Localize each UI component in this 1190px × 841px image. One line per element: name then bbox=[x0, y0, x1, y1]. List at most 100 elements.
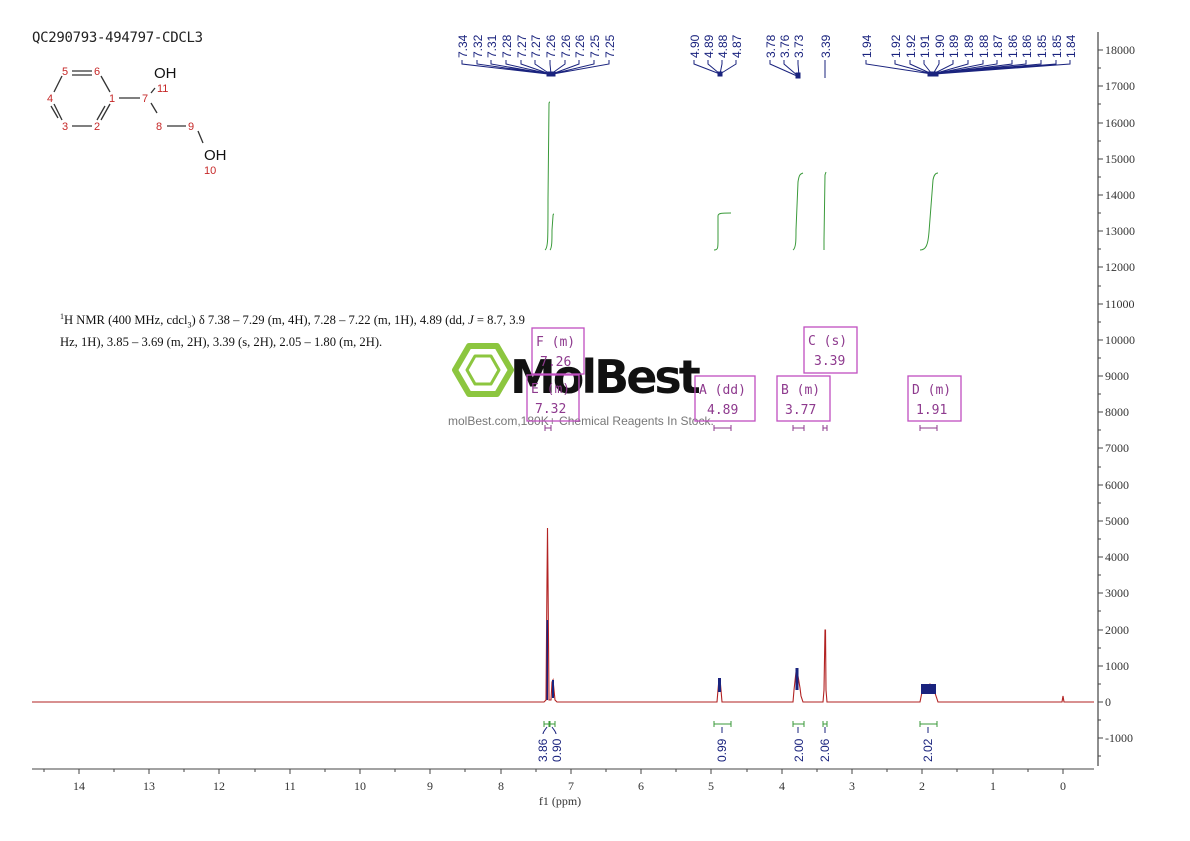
svg-text:0.90: 0.90 bbox=[550, 738, 564, 762]
svg-text:0: 0 bbox=[1105, 695, 1111, 709]
svg-text:3.73: 3.73 bbox=[792, 34, 806, 58]
svg-text:3000: 3000 bbox=[1105, 586, 1129, 600]
svg-text:7.26: 7.26 bbox=[573, 34, 587, 58]
nmr-desc-sup: 1 bbox=[60, 312, 64, 321]
svg-text:1.91: 1.91 bbox=[916, 403, 947, 418]
svg-text:12: 12 bbox=[213, 779, 225, 793]
svg-text:2: 2 bbox=[919, 779, 925, 793]
svg-text:1.89: 1.89 bbox=[962, 34, 976, 58]
svg-text:17000: 17000 bbox=[1105, 79, 1135, 93]
svg-text:18000: 18000 bbox=[1105, 43, 1135, 57]
svg-text:4000: 4000 bbox=[1105, 550, 1129, 564]
svg-text:12000: 12000 bbox=[1105, 260, 1135, 274]
svg-text:1.87: 1.87 bbox=[991, 34, 1005, 58]
peak-label-texts: 7.34 7.32 7.31 7.28 7.27 7.27 7.26 7.26 … bbox=[456, 34, 1078, 58]
svg-text:9: 9 bbox=[188, 121, 194, 133]
sample-id: QC290793-494797-CDCL3 bbox=[32, 30, 203, 46]
svg-text:1: 1 bbox=[990, 779, 996, 793]
svg-text:A (dd): A (dd) bbox=[699, 383, 746, 398]
svg-text:3: 3 bbox=[62, 121, 68, 133]
y-axis: 18000 17000 16000 15000 14000 13000 1200… bbox=[1097, 32, 1135, 766]
svg-text:B (m): B (m) bbox=[781, 383, 820, 398]
watermark-tagline: molBest.com,180K+ Chemical Reagents In S… bbox=[448, 414, 714, 428]
svg-text:1: 1 bbox=[109, 93, 115, 105]
svg-text:4: 4 bbox=[779, 779, 785, 793]
svg-text:9: 9 bbox=[427, 779, 433, 793]
svg-text:14: 14 bbox=[73, 779, 85, 793]
molbest-logo-icon bbox=[452, 343, 514, 397]
spectrum-trace bbox=[32, 527, 1094, 703]
svg-text:OH: OH bbox=[154, 65, 177, 82]
svg-text:2000: 2000 bbox=[1105, 623, 1129, 637]
svg-text:11: 11 bbox=[284, 779, 296, 793]
svg-text:D (m): D (m) bbox=[912, 383, 951, 398]
svg-text:7.32: 7.32 bbox=[535, 402, 566, 417]
multiplet-boxes: F (m) 7.26 E (m) 7.32 A (dd) 4.89 C (s) … bbox=[526, 326, 962, 431]
svg-text:1.85: 1.85 bbox=[1050, 34, 1064, 58]
svg-text:3: 3 bbox=[849, 779, 855, 793]
svg-text:1.91: 1.91 bbox=[918, 34, 932, 58]
svg-text:0.99: 0.99 bbox=[715, 738, 729, 762]
multiplet-E: E (m) 7.32 bbox=[526, 374, 580, 422]
svg-text:1.86: 1.86 bbox=[1006, 34, 1020, 58]
svg-text:3.78: 3.78 bbox=[764, 34, 778, 58]
svg-text:6000: 6000 bbox=[1105, 478, 1129, 492]
nmr-desc-line1-rest: ) δ 7.38 – 7.29 (m, 4H), 7.28 – 7.22 (m,… bbox=[191, 313, 469, 328]
multiplet-D: D (m) 1.91 bbox=[907, 375, 962, 422]
svg-text:3.76: 3.76 bbox=[778, 34, 792, 58]
integration-values: 3.86 0.90 0.99 2.00 2.06 2.02 bbox=[536, 738, 935, 762]
svg-text:8000: 8000 bbox=[1105, 405, 1129, 419]
svg-text:1.89: 1.89 bbox=[947, 34, 961, 58]
svg-text:2: 2 bbox=[94, 121, 100, 133]
svg-text:7.32: 7.32 bbox=[471, 34, 485, 58]
peak-labels bbox=[461, 60, 1071, 79]
multiplet-B: B (m) 3.77 bbox=[776, 375, 831, 422]
svg-text:4.89: 4.89 bbox=[702, 34, 716, 58]
svg-text:7.26: 7.26 bbox=[559, 34, 573, 58]
nmr-desc-sub: 3 bbox=[187, 320, 192, 330]
svg-text:7.31: 7.31 bbox=[485, 34, 499, 58]
multiplet-F: F (m) 7.26 bbox=[531, 327, 585, 375]
svg-text:3.77: 3.77 bbox=[785, 403, 816, 418]
svg-text:E (m): E (m) bbox=[531, 382, 570, 397]
svg-text:1000: 1000 bbox=[1105, 659, 1129, 673]
svg-text:1.94: 1.94 bbox=[860, 34, 874, 58]
integration-bars bbox=[543, 721, 938, 727]
svg-text:2.06: 2.06 bbox=[818, 738, 832, 762]
nmr-desc-line1: H NMR (400 MHz, cdcl bbox=[64, 313, 188, 328]
svg-text:9000: 9000 bbox=[1105, 369, 1129, 383]
svg-text:7.26: 7.26 bbox=[540, 355, 571, 370]
multiplet-A: A (dd) 4.89 bbox=[694, 375, 756, 422]
svg-text:1.92: 1.92 bbox=[904, 34, 918, 58]
watermark-brand: MolBest bbox=[510, 350, 700, 404]
nmr-desc-line1-end: = 8.7, 3.9 bbox=[473, 313, 525, 328]
nmr-description: 1H NMR (400 MHz, cdcl3) δ 7.38 – 7.29 (m… bbox=[60, 308, 620, 351]
svg-text:5000: 5000 bbox=[1105, 514, 1129, 528]
svg-text:1.86: 1.86 bbox=[1020, 34, 1034, 58]
svg-text:11000: 11000 bbox=[1105, 297, 1135, 311]
svg-text:7.26: 7.26 bbox=[544, 34, 558, 58]
svg-text:7.28: 7.28 bbox=[500, 34, 514, 58]
svg-text:7.25: 7.25 bbox=[603, 34, 617, 58]
svg-text:F (m): F (m) bbox=[536, 335, 575, 350]
integration-connectors bbox=[542, 726, 929, 735]
svg-text:4: 4 bbox=[47, 93, 53, 105]
svg-text:4.90: 4.90 bbox=[688, 34, 702, 58]
svg-text:OH: OH bbox=[204, 147, 227, 164]
atom-labels: 5 6 1 2 3 4 7 8 9 10 11 OH OH bbox=[47, 65, 227, 177]
svg-text:2.00: 2.00 bbox=[792, 738, 806, 762]
svg-text:7: 7 bbox=[142, 93, 148, 105]
svg-text:0: 0 bbox=[1060, 779, 1066, 793]
svg-text:10000: 10000 bbox=[1105, 333, 1135, 347]
svg-text:5: 5 bbox=[708, 779, 714, 793]
svg-text:7.27: 7.27 bbox=[529, 34, 543, 58]
svg-text:6: 6 bbox=[638, 779, 644, 793]
watermark: MolBest molBest.com,180K+ Chemical Reage… bbox=[448, 343, 714, 428]
svg-text:4.87: 4.87 bbox=[730, 34, 744, 58]
svg-text:1.85: 1.85 bbox=[1035, 34, 1049, 58]
svg-text:4.89: 4.89 bbox=[707, 403, 738, 418]
svg-text:6: 6 bbox=[94, 66, 100, 78]
svg-text:7.25: 7.25 bbox=[588, 34, 602, 58]
